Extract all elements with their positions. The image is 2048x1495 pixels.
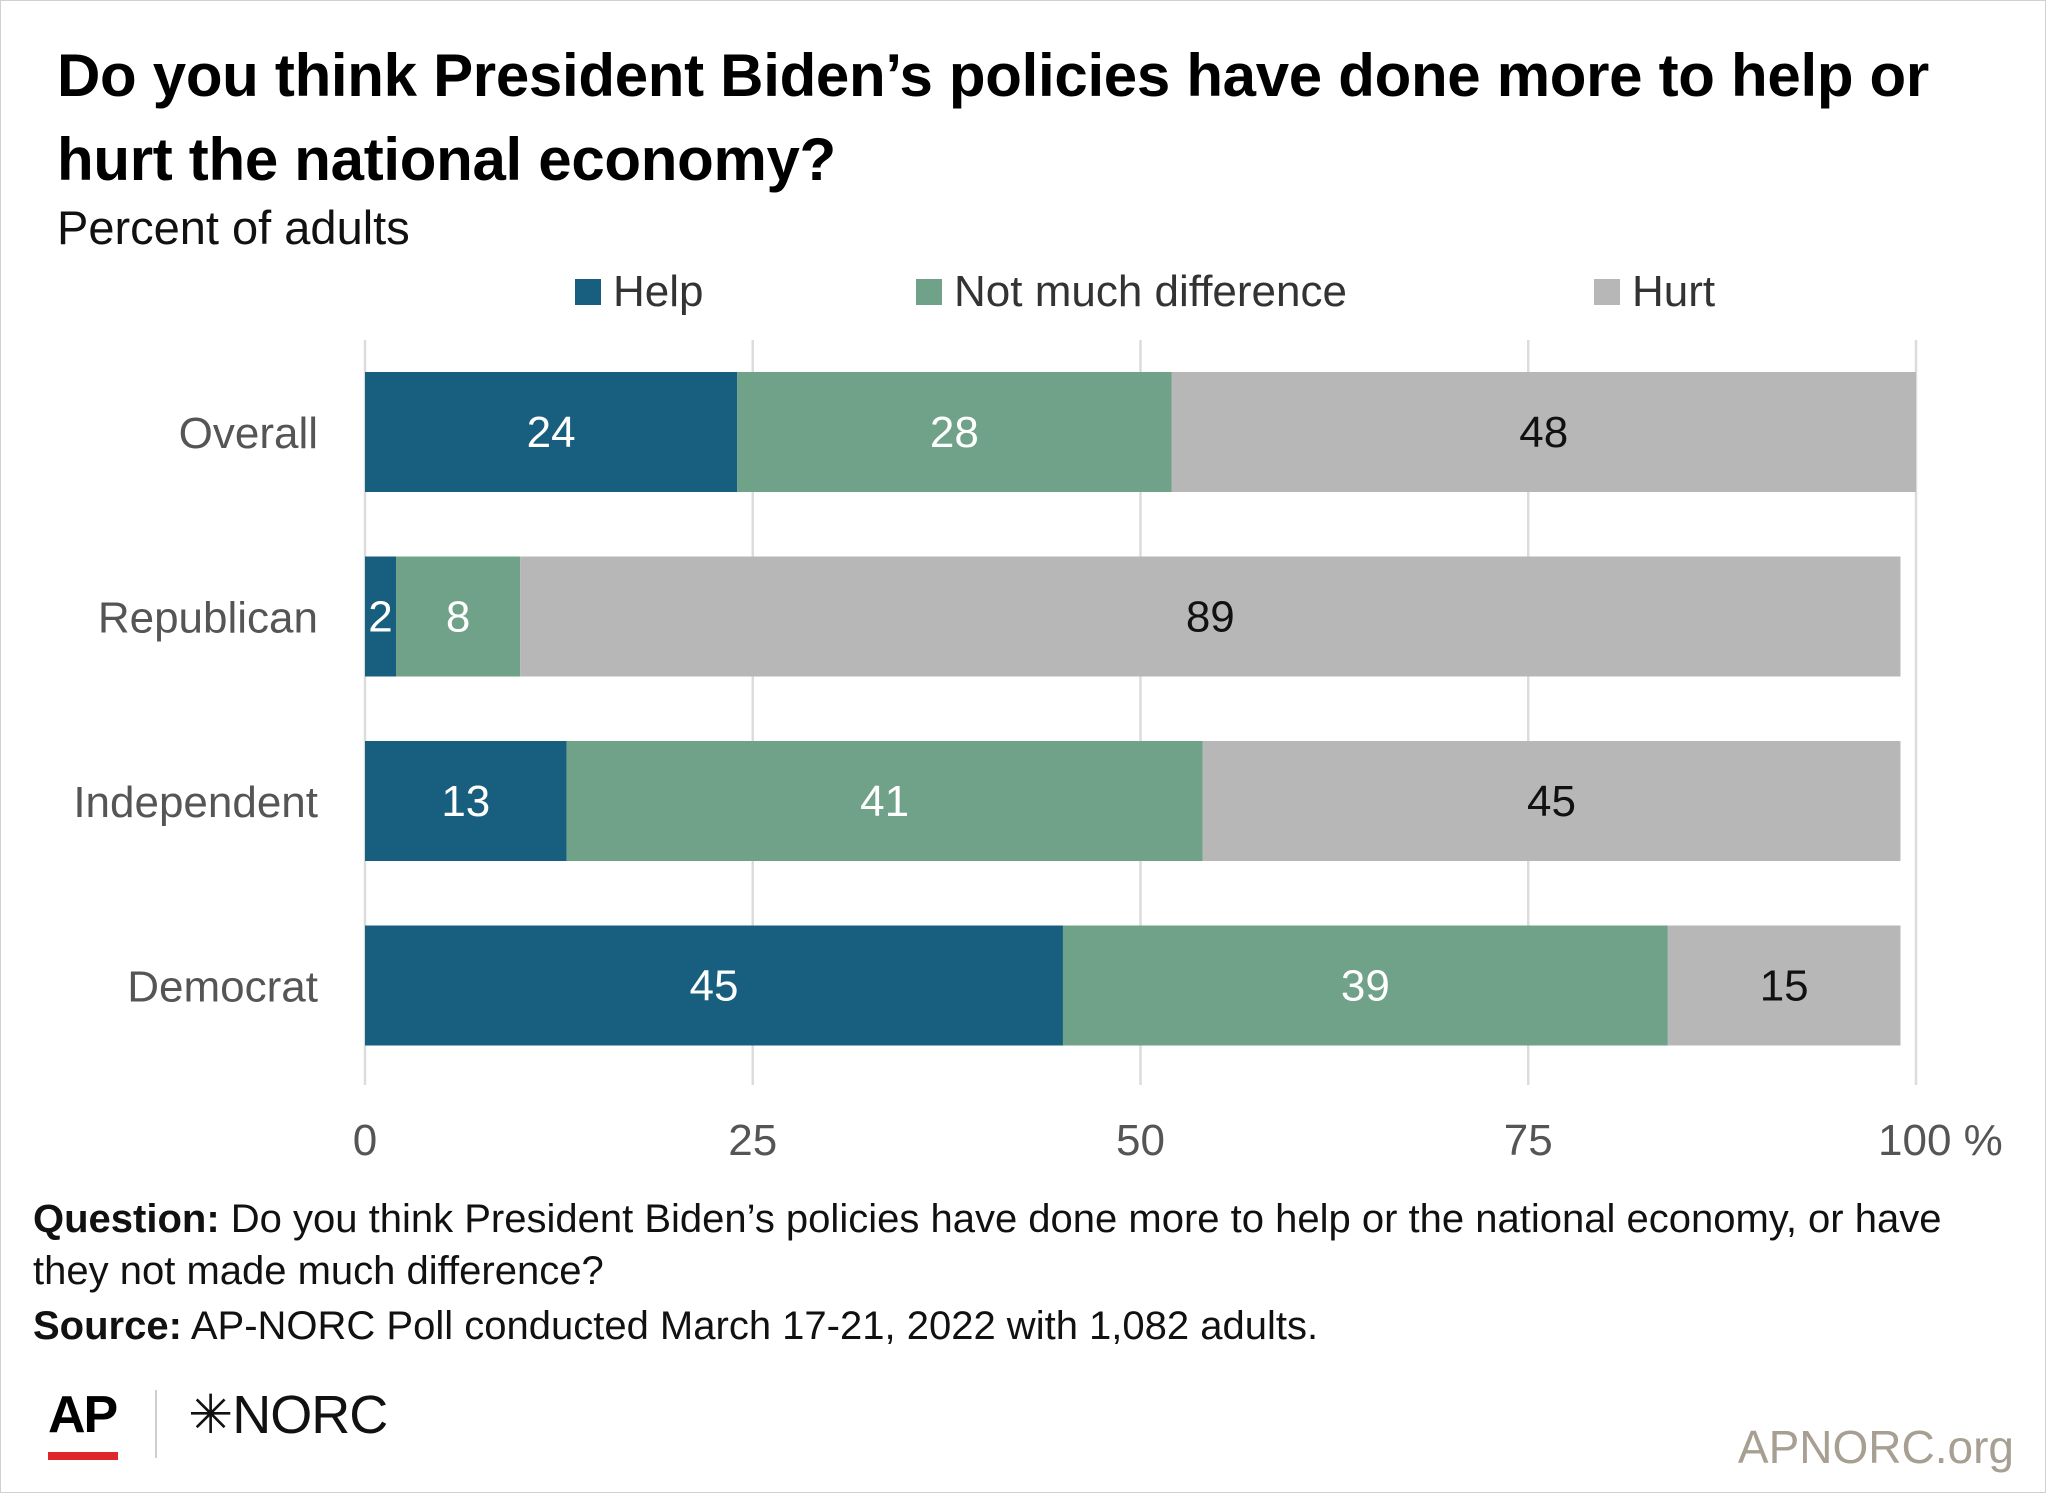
data-label-overall-hurt: 48 <box>1519 408 1568 457</box>
bar-independent-help <box>365 741 567 861</box>
site-url: APNORC.org <box>1737 1421 2014 1473</box>
x-tick-label-100: 100 % <box>1878 1116 2003 1165</box>
legend-swatch-hurt <box>1594 279 1620 305</box>
data-label-independent-not-much-difference: 41 <box>860 777 909 826</box>
bar-republican-not-much-difference <box>396 556 521 677</box>
question-label: Question: <box>33 1197 220 1241</box>
ap-logo-underline <box>48 1452 118 1460</box>
ap-logo: AP <box>48 1386 118 1444</box>
legend: Help Not much difference Hurt <box>0 262 2048 322</box>
data-label-republican-hurt: 89 <box>1186 593 1235 642</box>
source-note: Source: AP-NORC Poll conducted March 17-… <box>33 1300 2013 1352</box>
data-label-republican-not-much-difference: 8 <box>446 593 470 642</box>
logo-divider <box>155 1390 157 1458</box>
data-label-democrat-help: 45 <box>689 962 738 1011</box>
bar-overall-not-much-difference <box>737 372 1172 492</box>
bar-democrat-help <box>365 925 1063 1046</box>
x-tick-label-25: 25 <box>728 1116 777 1165</box>
chart-subtitle: Percent of adults <box>57 201 410 254</box>
data-label-democrat-hurt: 15 <box>1760 962 1809 1011</box>
x-tick-label-0: 0 <box>353 1116 377 1165</box>
data-label-democrat-not-much-difference: 39 <box>1341 962 1390 1011</box>
legend-label-not-much-difference: Not much difference <box>954 267 1347 316</box>
legend-item-help: Help <box>575 262 704 322</box>
category-label-democrat: Democrat <box>127 963 318 1012</box>
legend-label-hurt: Hurt <box>1632 267 1716 316</box>
bar-republican-help <box>365 556 397 677</box>
x-tick-label-75: 75 <box>1504 1116 1553 1165</box>
category-label-independent: Independent <box>73 778 318 827</box>
category-label-republican: Republican <box>98 594 318 643</box>
bar-democrat-not-much-difference <box>1062 925 1668 1046</box>
data-label-independent-hurt: 45 <box>1527 777 1576 826</box>
legend-label-help: Help <box>613 267 704 316</box>
legend-swatch-not-much-difference <box>916 279 942 305</box>
bar-overall-help <box>365 372 738 492</box>
source-label: Source: <box>33 1304 182 1348</box>
bar-democrat-hurt <box>1667 925 1901 1046</box>
norc-logo: ✳NORC <box>188 1385 388 1445</box>
bar-overall-hurt <box>1171 372 1916 492</box>
question-text: Do you think President Biden’s policies … <box>33 1197 1942 1293</box>
data-label-overall-help: 24 <box>527 408 576 457</box>
data-label-independent-help: 13 <box>441 777 490 826</box>
x-tick-label-50: 50 <box>1116 1116 1165 1165</box>
bar-republican-hurt <box>520 556 1901 677</box>
legend-item-not-much-difference: Not much difference <box>916 262 1347 322</box>
data-label-overall-not-much-difference: 28 <box>930 408 979 457</box>
bar-independent-not-much-difference <box>566 741 1203 861</box>
question-note: Question: Do you think President Biden’s… <box>33 1193 2013 1297</box>
category-label-overall: Overall <box>179 409 318 458</box>
legend-item-hurt: Hurt <box>1594 262 1715 322</box>
legend-swatch-help <box>575 279 601 305</box>
data-label-republican-help: 2 <box>368 593 392 642</box>
bar-independent-hurt <box>1202 741 1901 861</box>
source-text: AP-NORC Poll conducted March 17-21, 2022… <box>190 1304 1319 1348</box>
chart-title: Do you think President Biden’s policies … <box>57 42 1929 193</box>
